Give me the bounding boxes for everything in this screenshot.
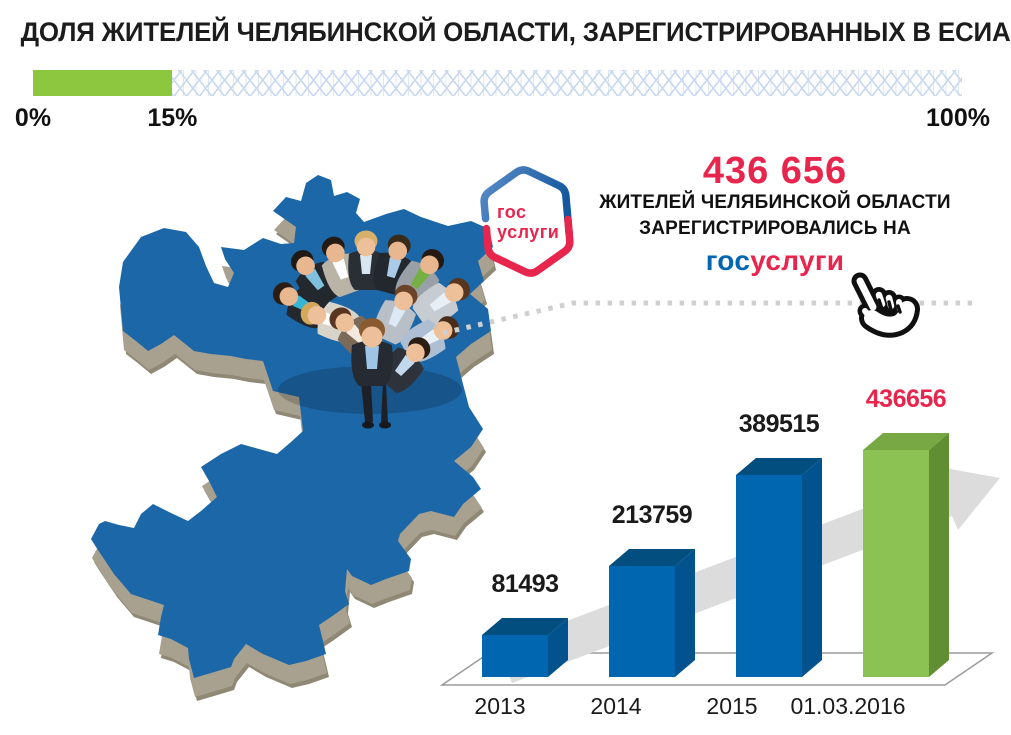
bar-side-face [929, 433, 949, 677]
esia-progress-track [33, 70, 962, 96]
bar-side-face [675, 549, 695, 677]
wordmark-part2: услуги [750, 245, 845, 277]
bar-value-label: 81493 [491, 570, 558, 598]
bar-category-label: 2015 [706, 693, 757, 719]
bar-front-face [609, 566, 675, 677]
bar-front-face [736, 475, 802, 677]
bar-category-label: 2013 [474, 693, 525, 719]
registrations-callout: 436 656 ЖИТЕЛЕЙ ЧЕЛЯБИНСКОЙ ОБЛАСТИ ЗАРЕ… [560, 152, 990, 277]
logo-text-line1: гос [497, 202, 527, 222]
bar-side-face [802, 458, 822, 677]
gosuslugi-wordmark: госуслуги [560, 245, 990, 277]
people-photo [272, 230, 470, 429]
map-extrusion [92, 194, 496, 701]
map-surface [91, 175, 493, 678]
bars-layer: 81493 2013 213759 2014 389515 2015 436656 01.03… [474, 385, 949, 719]
progress-value-label: 15% [147, 104, 198, 132]
bar-category-label: 2014 [590, 693, 641, 719]
bar-value-label: 389515 [739, 410, 820, 438]
bar-value-label: 436656 [866, 385, 946, 413]
cursor-hand-icon [851, 272, 920, 338]
logo-text-line2: услуги [497, 222, 559, 242]
progress-max-label: 100% [926, 104, 990, 132]
registrations-count: 436 656 [702, 150, 848, 192]
callout-line2: ЗАРЕГИСТРИРОВАЛИСЬ НА [639, 218, 911, 240]
bar-value-label: 213759 [612, 501, 692, 529]
connector-dotted-line [442, 300, 973, 336]
bar-category-label: 01.03.2016 [790, 693, 905, 719]
page-title: ДОЛЯ ЖИТЕЛЕЙ ЧЕЛЯБИНСКОЙ ОБЛАСТИ, ЗАРЕГИ… [20, 17, 1011, 47]
bar-front-face [482, 635, 548, 677]
trend-arrow [498, 466, 1000, 683]
esia-progress-fill [33, 70, 173, 96]
bar-top-face [863, 433, 949, 450]
callout-line1: ЖИТЕЛЕЙ ЧЕЛЯБИНСКОЙ ОБЛАСТИ [599, 192, 951, 213]
bar-top-face [609, 549, 695, 566]
bar-front-face [863, 450, 929, 677]
bar-side-face [548, 618, 568, 677]
bar-top-face [736, 458, 822, 475]
logo-border-top [480, 166, 573, 238]
chart-base-plane [439, 652, 995, 686]
wordmark-part1: гос [705, 245, 751, 277]
bar-top-face [482, 618, 568, 635]
progress-min-label: 0% [14, 104, 52, 132]
